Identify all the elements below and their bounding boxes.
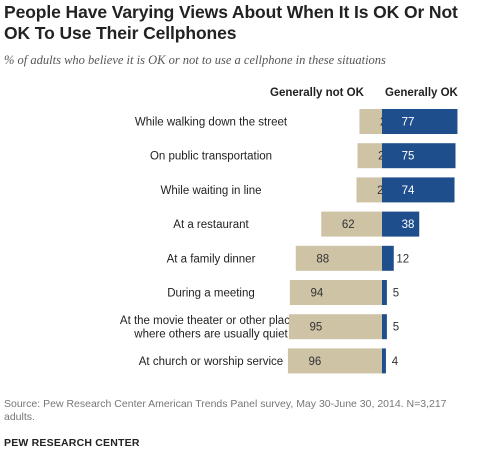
category-label: On public transportation bbox=[150, 151, 272, 163]
legend-not-ok: Generally not OK bbox=[270, 87, 364, 99]
bar-not-ok bbox=[288, 314, 382, 340]
category-label: At church or worship service bbox=[139, 356, 283, 368]
chart-subtitle: % of adults who believe it is OK or not … bbox=[4, 53, 386, 67]
bar-ok bbox=[382, 314, 387, 340]
diverging-bar-chart: While walking down the street2377On publ… bbox=[120, 109, 458, 374]
value-label-not-ok: 62 bbox=[342, 219, 355, 231]
bar-not-ok bbox=[359, 109, 382, 134]
value-label-not-ok: 96 bbox=[309, 356, 322, 368]
bar-not-ok bbox=[321, 211, 382, 237]
bar-ok bbox=[382, 245, 394, 271]
category-label: During a meeting bbox=[167, 288, 255, 300]
bar-not-ok bbox=[356, 177, 382, 203]
category-label: At a restaurant bbox=[173, 219, 249, 231]
value-label-ok: 5 bbox=[393, 288, 399, 300]
chart-title: People Have Varying Views About When It … bbox=[4, 2, 458, 43]
category-label: While walking down the street bbox=[135, 117, 288, 129]
value-label-ok: 4 bbox=[392, 356, 399, 368]
value-label-ok: 12 bbox=[396, 253, 409, 265]
bar-ok bbox=[382, 211, 420, 237]
bar-ok bbox=[382, 280, 387, 305]
bar-not-ok bbox=[287, 348, 382, 374]
value-label-ok: 74 bbox=[402, 185, 415, 197]
value-label-ok: 38 bbox=[402, 219, 415, 231]
value-label-not-ok: 88 bbox=[316, 253, 329, 265]
bar-not-ok bbox=[289, 280, 382, 305]
bar-ok bbox=[382, 348, 386, 374]
bar-not-ok bbox=[295, 245, 382, 271]
value-label-not-ok: 94 bbox=[310, 288, 323, 300]
value-label-ok: 75 bbox=[402, 151, 415, 163]
value-label-ok: 5 bbox=[393, 322, 399, 334]
bar-ok bbox=[382, 109, 458, 134]
pew-brand: PEW RESEARCH CENTER bbox=[4, 437, 140, 449]
category-label: At a family dinner bbox=[167, 253, 256, 265]
category-label: At the movie theater or other places wher… bbox=[120, 315, 302, 341]
bar-not-ok bbox=[357, 143, 382, 169]
value-label-not-ok: 95 bbox=[310, 322, 323, 334]
value-label-ok: 77 bbox=[402, 117, 415, 129]
bar-ok bbox=[382, 143, 456, 169]
bar-ok bbox=[382, 177, 455, 203]
source-note: Source: Pew Research Center American Tre… bbox=[4, 398, 447, 423]
category-label: While waiting in line bbox=[161, 185, 262, 197]
legend-ok: Generally OK bbox=[385, 87, 458, 99]
